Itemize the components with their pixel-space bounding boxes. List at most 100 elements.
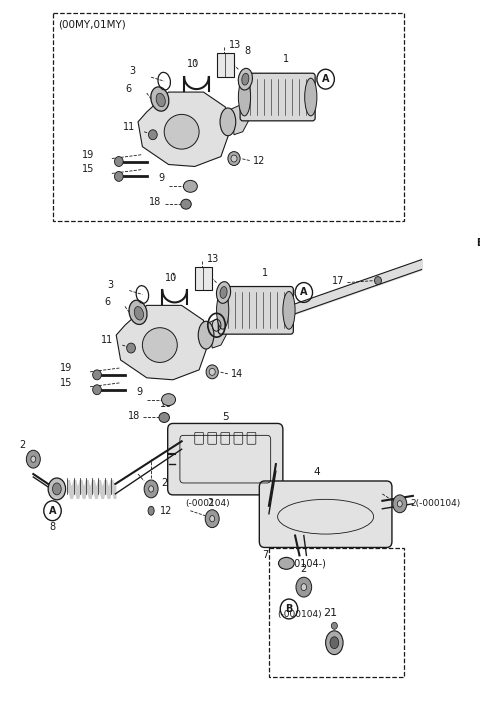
Ellipse shape [325,631,343,655]
Text: 1: 1 [262,268,268,278]
Text: 2: 2 [207,498,214,508]
Ellipse shape [242,74,249,85]
Text: 2(-000104): 2(-000104) [410,499,460,508]
Text: 9: 9 [136,387,143,397]
Text: 8: 8 [244,47,250,57]
Ellipse shape [305,78,317,116]
Polygon shape [138,92,229,166]
Ellipse shape [220,286,227,298]
Ellipse shape [134,307,144,320]
Text: 10: 10 [165,273,177,283]
Text: 7: 7 [263,551,269,561]
Ellipse shape [210,515,215,522]
Ellipse shape [301,584,307,590]
Text: 9: 9 [158,173,164,183]
Ellipse shape [48,478,66,500]
Text: 15: 15 [60,378,72,387]
Ellipse shape [162,394,176,406]
Text: 5: 5 [222,412,228,423]
Bar [52,13,404,221]
Text: 18: 18 [128,411,140,421]
Text: 2: 2 [162,478,168,488]
Circle shape [114,171,123,182]
Ellipse shape [205,510,219,527]
Ellipse shape [159,412,169,423]
Polygon shape [116,305,208,380]
Text: 13: 13 [229,40,241,50]
Text: 11: 11 [123,122,135,132]
Ellipse shape [283,291,295,329]
Text: 15: 15 [82,165,95,175]
Polygon shape [231,102,256,135]
FancyBboxPatch shape [259,481,392,547]
Ellipse shape [52,483,61,495]
Ellipse shape [393,495,407,513]
FancyBboxPatch shape [240,74,315,121]
Ellipse shape [129,300,147,325]
Text: 2: 2 [300,564,307,574]
Text: B: B [285,604,293,614]
Polygon shape [210,315,234,348]
Text: 20: 20 [202,281,214,291]
Text: 11: 11 [101,335,114,345]
Text: 17: 17 [333,276,345,286]
Text: 4: 4 [313,467,320,477]
Ellipse shape [459,247,463,254]
Ellipse shape [209,368,215,375]
Text: 6: 6 [104,298,110,308]
Text: 16: 16 [160,399,172,409]
Ellipse shape [216,281,230,303]
Text: 1: 1 [283,54,289,64]
Ellipse shape [31,456,36,462]
Ellipse shape [148,506,154,515]
Ellipse shape [156,93,165,107]
Text: 19: 19 [82,150,95,160]
Ellipse shape [149,486,154,492]
Ellipse shape [198,321,214,349]
Ellipse shape [238,69,252,90]
Text: 2: 2 [20,440,26,450]
Text: 21: 21 [323,608,337,618]
Bar [269,549,404,677]
Ellipse shape [183,180,197,192]
Text: (-000104): (-000104) [185,499,230,508]
Text: 12: 12 [160,506,172,515]
Bar [195,267,212,291]
Text: 13: 13 [207,254,219,264]
Text: 8: 8 [49,522,56,532]
Ellipse shape [151,87,169,111]
Ellipse shape [278,557,294,569]
Text: A: A [300,288,308,298]
Ellipse shape [239,78,251,116]
Ellipse shape [228,151,240,165]
Text: (00MY,01MY): (00MY,01MY) [58,20,125,30]
Ellipse shape [216,291,229,329]
Text: (-000104): (-000104) [277,610,322,619]
Bar [216,53,234,77]
Text: 3: 3 [108,279,114,290]
Ellipse shape [330,637,339,648]
Text: 14: 14 [231,369,244,379]
Circle shape [114,156,123,166]
Ellipse shape [144,480,158,498]
Text: 10: 10 [187,59,199,69]
Ellipse shape [455,242,467,259]
Ellipse shape [181,199,191,209]
Text: 12: 12 [253,156,265,165]
Circle shape [127,343,135,353]
Text: 3: 3 [129,66,135,76]
Text: (000104-): (000104-) [277,559,325,568]
Circle shape [93,385,101,395]
Ellipse shape [296,577,312,597]
Ellipse shape [231,155,237,162]
Text: B: B [476,238,480,248]
Text: A: A [322,74,329,84]
Ellipse shape [206,365,218,379]
Circle shape [148,130,157,140]
Circle shape [374,276,382,284]
FancyBboxPatch shape [218,286,293,334]
Text: 18: 18 [149,197,162,207]
Ellipse shape [331,622,337,629]
Text: 19: 19 [60,363,72,373]
Ellipse shape [397,501,402,507]
